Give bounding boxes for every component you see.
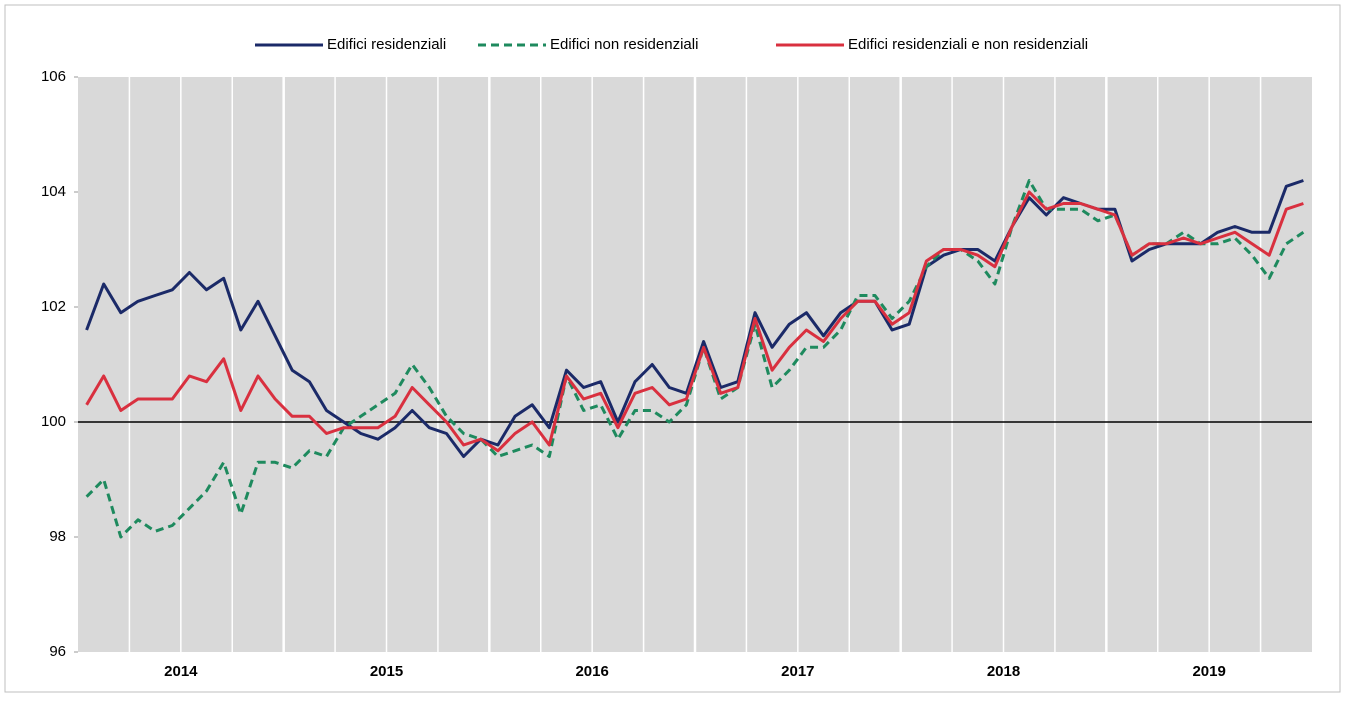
y-tick-label: 106 xyxy=(41,68,66,85)
x-group-label: 2019 xyxy=(1192,663,1225,680)
legend-label: Edifici non residenziali xyxy=(550,36,698,53)
x-group-label: 2017 xyxy=(781,663,814,680)
x-group-label: 2016 xyxy=(575,663,608,680)
x-group-label: 2018 xyxy=(987,663,1020,680)
x-group-label: 2014 xyxy=(164,663,198,680)
y-tick-label: 100 xyxy=(41,413,66,430)
legend-label: Edifici residenziali e non residenziali xyxy=(848,36,1088,53)
legend-label: Edifici residenziali xyxy=(327,36,446,53)
x-group-label: 2015 xyxy=(370,663,403,680)
y-tick-label: 96 xyxy=(49,643,66,660)
series-line xyxy=(85,190,1304,453)
y-tick-label: 104 xyxy=(41,183,66,200)
y-tick-label: 102 xyxy=(41,298,66,315)
y-tick-label: 98 xyxy=(49,528,66,545)
